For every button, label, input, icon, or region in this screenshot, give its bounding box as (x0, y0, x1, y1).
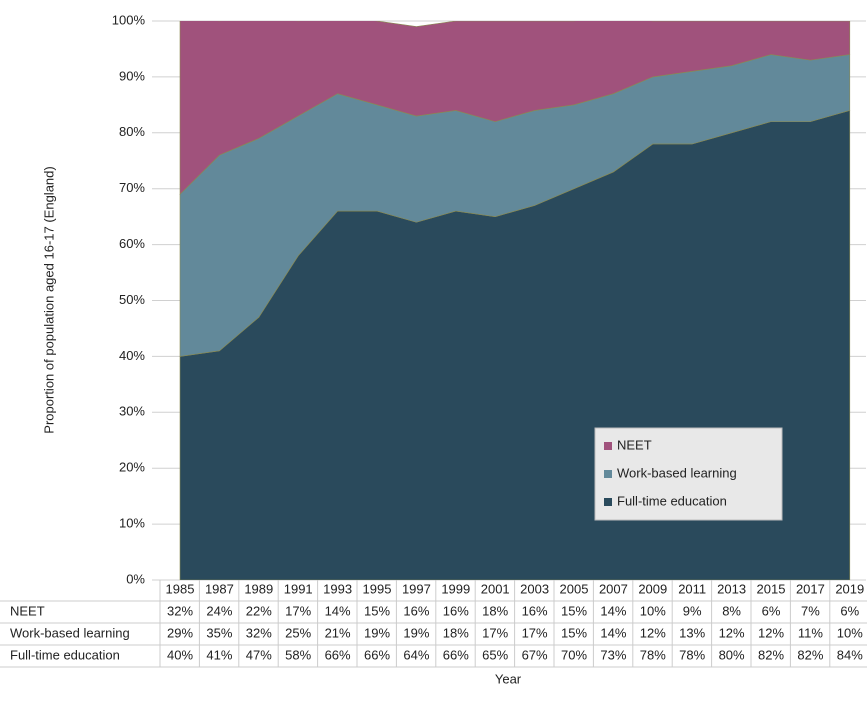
x-tick-label: 2015 (757, 581, 786, 596)
y-tick-label: 50% (119, 292, 145, 307)
table-cell: 78% (640, 647, 666, 662)
x-tick-label: 2005 (560, 581, 589, 596)
y-axis-label: Proportion of population aged 16-17 (Eng… (41, 166, 56, 433)
table-cell: 6% (840, 603, 859, 618)
y-tick-label: 60% (119, 236, 145, 251)
table-cell: 35% (206, 625, 232, 640)
table-cell: 13% (679, 625, 705, 640)
legend-label: NEET (617, 437, 652, 452)
data-table: 1985 1987 1989 1991 1993 1995 1997 1999 2001 2003… (0, 580, 867, 668)
table-cell: 32% (167, 603, 193, 618)
table-cell: 82% (758, 647, 784, 662)
table-cell: 18% (443, 625, 469, 640)
table-cell: 66% (443, 647, 469, 662)
x-tick-label: 1997 (402, 581, 431, 596)
table-cell: 66% (325, 647, 351, 662)
y-tick-label: 30% (119, 404, 145, 419)
y-tick-label: 40% (119, 348, 145, 363)
y-tick-label: 70% (119, 180, 145, 195)
x-tick-label: 1985 (166, 581, 195, 596)
x-tick-label: 1999 (441, 581, 470, 596)
table-cell: 70% (561, 647, 587, 662)
table-cell: 6% (762, 603, 781, 618)
x-tick-label: 2007 (599, 581, 628, 596)
table-cell: 12% (719, 625, 745, 640)
table-cell: 14% (325, 603, 351, 618)
y-tick-label: 100% (112, 12, 146, 27)
x-tick-label: 2001 (481, 581, 510, 596)
table-cell: 12% (758, 625, 784, 640)
table-cell: 25% (285, 625, 311, 640)
table-cell: 47% (246, 647, 272, 662)
table-cell: 80% (719, 647, 745, 662)
table-cell: 19% (364, 625, 390, 640)
legend-label: Work-based learning (617, 465, 737, 480)
y-tick-label: 90% (119, 68, 145, 83)
table-cell: 15% (561, 603, 587, 618)
table-cell: 19% (403, 625, 429, 640)
y-tick-label: 0% (126, 571, 145, 586)
legend-swatch (604, 442, 612, 450)
table-cell: 14% (600, 603, 626, 618)
legend-box (594, 427, 783, 521)
table-cell: 73% (600, 647, 626, 662)
y-tick-label: 10% (119, 516, 145, 531)
table-cell: 78% (679, 647, 705, 662)
row-label: NEET (10, 603, 45, 618)
x-tick-label: 2009 (638, 581, 667, 596)
table-cell: 8% (722, 603, 741, 618)
x-tick-label: 2013 (717, 581, 746, 596)
table-cell: 40% (167, 647, 193, 662)
legend-swatch (604, 470, 612, 478)
table-cell: 67% (522, 647, 548, 662)
table-cell: 32% (246, 625, 272, 640)
table-cell: 17% (285, 603, 311, 618)
table-cell: 18% (482, 603, 508, 618)
legend: NEET Work-based learning Full-time educati… (604, 437, 737, 508)
y-tick-label: 20% (119, 460, 145, 475)
table-cell: 84% (837, 647, 863, 662)
table-cell: 11% (798, 625, 823, 640)
table-cell: 15% (561, 625, 587, 640)
table-cell: 10% (640, 603, 666, 618)
table-cell: 10% (837, 625, 863, 640)
x-tick-label: 1987 (205, 581, 234, 596)
area (179, 21, 851, 196)
table-cell: 9% (683, 603, 702, 618)
table-cell: 29% (167, 625, 193, 640)
table-cell: 21% (325, 625, 351, 640)
x-tick-label: 1991 (284, 581, 313, 596)
table-cell: 15% (364, 603, 390, 618)
y-tick-label: 80% (119, 124, 145, 139)
row-label: Work-based learning (10, 625, 130, 640)
table-cell: 16% (443, 603, 469, 618)
x-tick-label: 1995 (363, 581, 392, 596)
x-axis-label: Year (495, 671, 522, 686)
x-tick-label: 2019 (835, 581, 864, 596)
table-cell: 41% (206, 647, 232, 662)
table-cell: 17% (522, 625, 548, 640)
table-cell: 14% (600, 625, 626, 640)
table-cell: 16% (522, 603, 548, 618)
x-tick-label: 1989 (244, 581, 273, 596)
x-tick-label: 2011 (678, 581, 706, 596)
table-cell: 16% (403, 603, 429, 618)
x-tick-label: 2003 (520, 581, 549, 596)
table-cell: 17% (482, 625, 508, 640)
table-cell: 66% (364, 647, 390, 662)
table-cell: 12% (640, 625, 666, 640)
table-cell: 58% (285, 647, 311, 662)
x-tick-label: 2017 (796, 581, 825, 596)
table-cell: 7% (801, 603, 820, 618)
legend-label: Full-time education (617, 493, 727, 508)
legend-swatch (604, 498, 612, 506)
table-cell: 64% (403, 647, 429, 662)
x-tick-label: 1993 (323, 581, 352, 596)
table-cell: 24% (206, 603, 232, 618)
table-cell: 65% (482, 647, 508, 662)
row-label: Full-time education (10, 647, 120, 662)
table-cell: 82% (797, 647, 823, 662)
table-cell: 22% (246, 603, 272, 618)
